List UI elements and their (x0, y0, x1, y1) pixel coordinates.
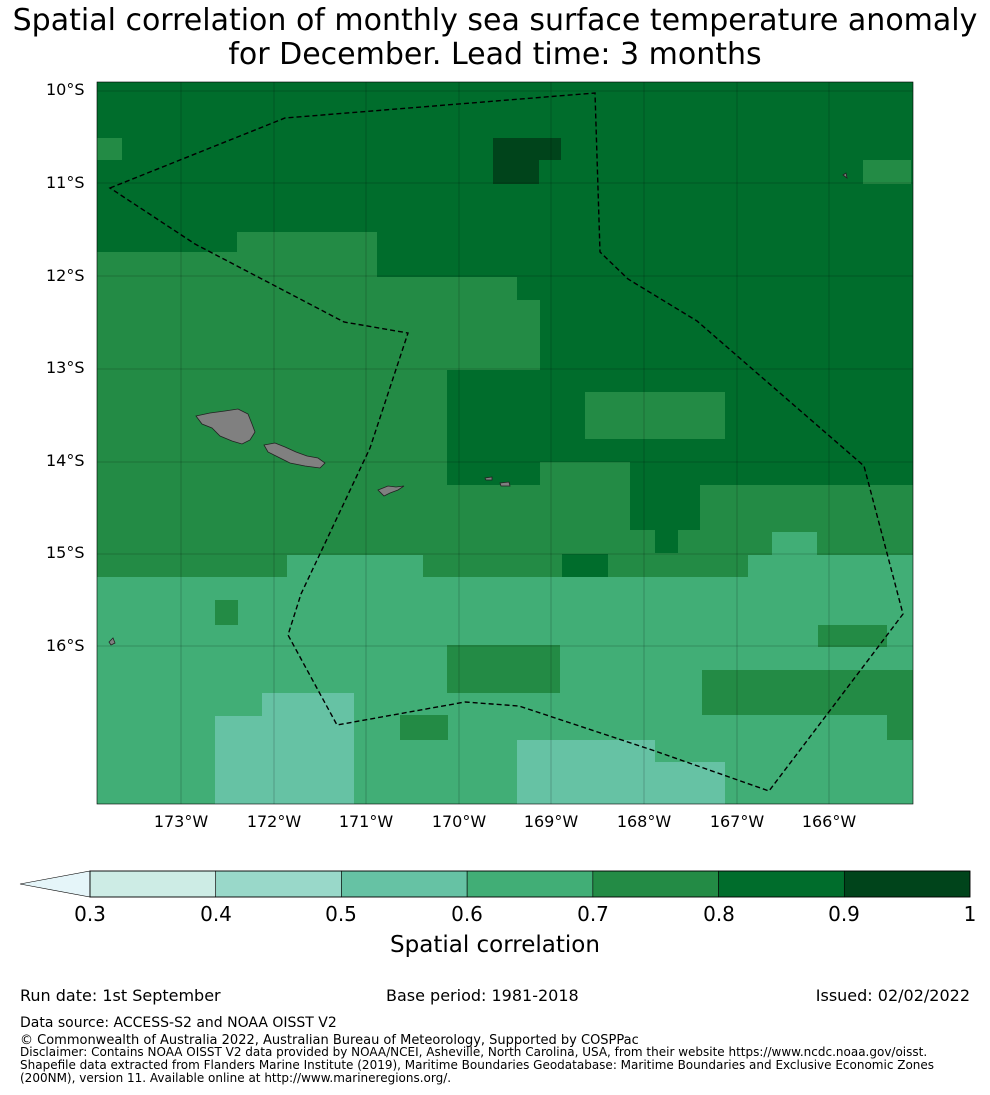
data-source: Data source: ACCESS-S2 and NOAA OISST V2 (20, 1015, 337, 1031)
field-cell (215, 716, 262, 804)
base-period: Base period: 1981-2018 (386, 986, 579, 1005)
field-cell (493, 160, 539, 184)
field-cell (97, 138, 122, 160)
field-cell (863, 160, 911, 184)
field-cell (215, 600, 238, 625)
copyright: © Commonwealth of Australia 2022, Austra… (20, 1033, 639, 1048)
map-frame (96, 81, 914, 805)
colorbar-outline (89, 870, 971, 898)
lon-label: 167°W (709, 812, 765, 831)
issued-date: Issued: 02/02/2022 (815, 986, 970, 1005)
title-line-1: Spatial correlation of monthly sea surfa… (12, 3, 978, 38)
island-savaii (263, 442, 326, 469)
island-ofu (484, 476, 493, 481)
lon-label: 169°W (523, 812, 579, 831)
field-cell (887, 715, 913, 740)
lon-label: 168°W (616, 812, 672, 831)
field-cell (97, 577, 145, 600)
colorbar-tick-label: 0.8 (703, 902, 735, 926)
field-cell (493, 138, 561, 160)
lat-label: 16°S (46, 636, 85, 655)
lat-label: 15°S (46, 543, 85, 562)
field-cell (470, 300, 540, 370)
colorbar-extend-triangle (19, 870, 91, 898)
disclaimer-line-1: Disclaimer: Contains NOAA OISST V2 data … (20, 1045, 928, 1059)
land-islands (108, 172, 848, 646)
island-swains (842, 172, 848, 179)
eez-boundary (108, 92, 904, 792)
field-cell (560, 670, 655, 700)
field-cell (97, 232, 237, 252)
lon-label: 172°W (246, 812, 302, 831)
colorbar-tick-label: 0.7 (577, 902, 609, 926)
lat-label: 12°S (46, 266, 85, 285)
field-cell (748, 555, 913, 625)
field-cell (887, 625, 913, 670)
field-cell (423, 645, 447, 693)
lat-label: 10°S (46, 80, 85, 99)
field-cell (447, 645, 560, 693)
disclaimer-line-2: Shapefile data extracted from Flanders M… (20, 1058, 935, 1072)
colorbar-tick-label: 0.3 (74, 902, 106, 926)
graticule (97, 82, 913, 804)
field-cell (772, 532, 817, 555)
lon-label: 170°W (431, 812, 487, 831)
field-cell (262, 693, 354, 804)
field-cell (447, 600, 470, 645)
colorbar (19, 870, 971, 898)
colorbar-label: Spatial correlation (390, 932, 600, 958)
lon-label: 171°W (338, 812, 394, 831)
colorbar-segment (89, 870, 217, 898)
chart-title: Spatial correlation of monthly sea surfa… (0, 4, 990, 72)
colorbar-tick-label: 0.9 (828, 902, 860, 926)
lon-label: 166°W (801, 812, 857, 831)
disclaimer-line-3: (200NM), version 11. Available online at… (20, 1071, 452, 1085)
field-cell (470, 277, 517, 300)
title-line-2: for December. Lead time: 3 months (228, 37, 762, 72)
lon-label: 173°W (153, 812, 209, 831)
island-small (108, 637, 116, 646)
colorbar-tick-label: 0.4 (200, 902, 232, 926)
field-cell (540, 462, 630, 485)
island-upolu (195, 408, 256, 445)
colorbar-segment (215, 870, 342, 898)
colorbar-segment (718, 870, 845, 898)
lat-label: 14°S (46, 451, 85, 470)
colorbar-segment (466, 870, 594, 898)
field-cell (818, 625, 887, 647)
colorbar-tick-label: 1 (963, 902, 977, 926)
field-cell (517, 740, 655, 804)
field-cell (702, 670, 913, 715)
field-cell (562, 554, 608, 577)
field-cell (630, 485, 700, 530)
map-panel (97, 82, 913, 804)
colorbar-tick-label: 0.6 (451, 902, 483, 926)
colorbar-segment (341, 870, 468, 898)
island-tau (499, 481, 511, 487)
field-cell (655, 530, 678, 553)
run-date: Run date: 1st September (20, 986, 221, 1005)
lat-label: 11°S (46, 173, 85, 192)
island-tutuila (377, 485, 405, 497)
field-cell (655, 762, 725, 804)
field-cell (400, 715, 448, 740)
lat-label: 13°S (46, 358, 85, 377)
colorbar-segment (843, 870, 971, 898)
field-cell (287, 555, 423, 577)
colorbar-segment (592, 870, 719, 898)
field-cell (585, 392, 725, 439)
colorbar-tick-label: 0.5 (325, 902, 357, 926)
